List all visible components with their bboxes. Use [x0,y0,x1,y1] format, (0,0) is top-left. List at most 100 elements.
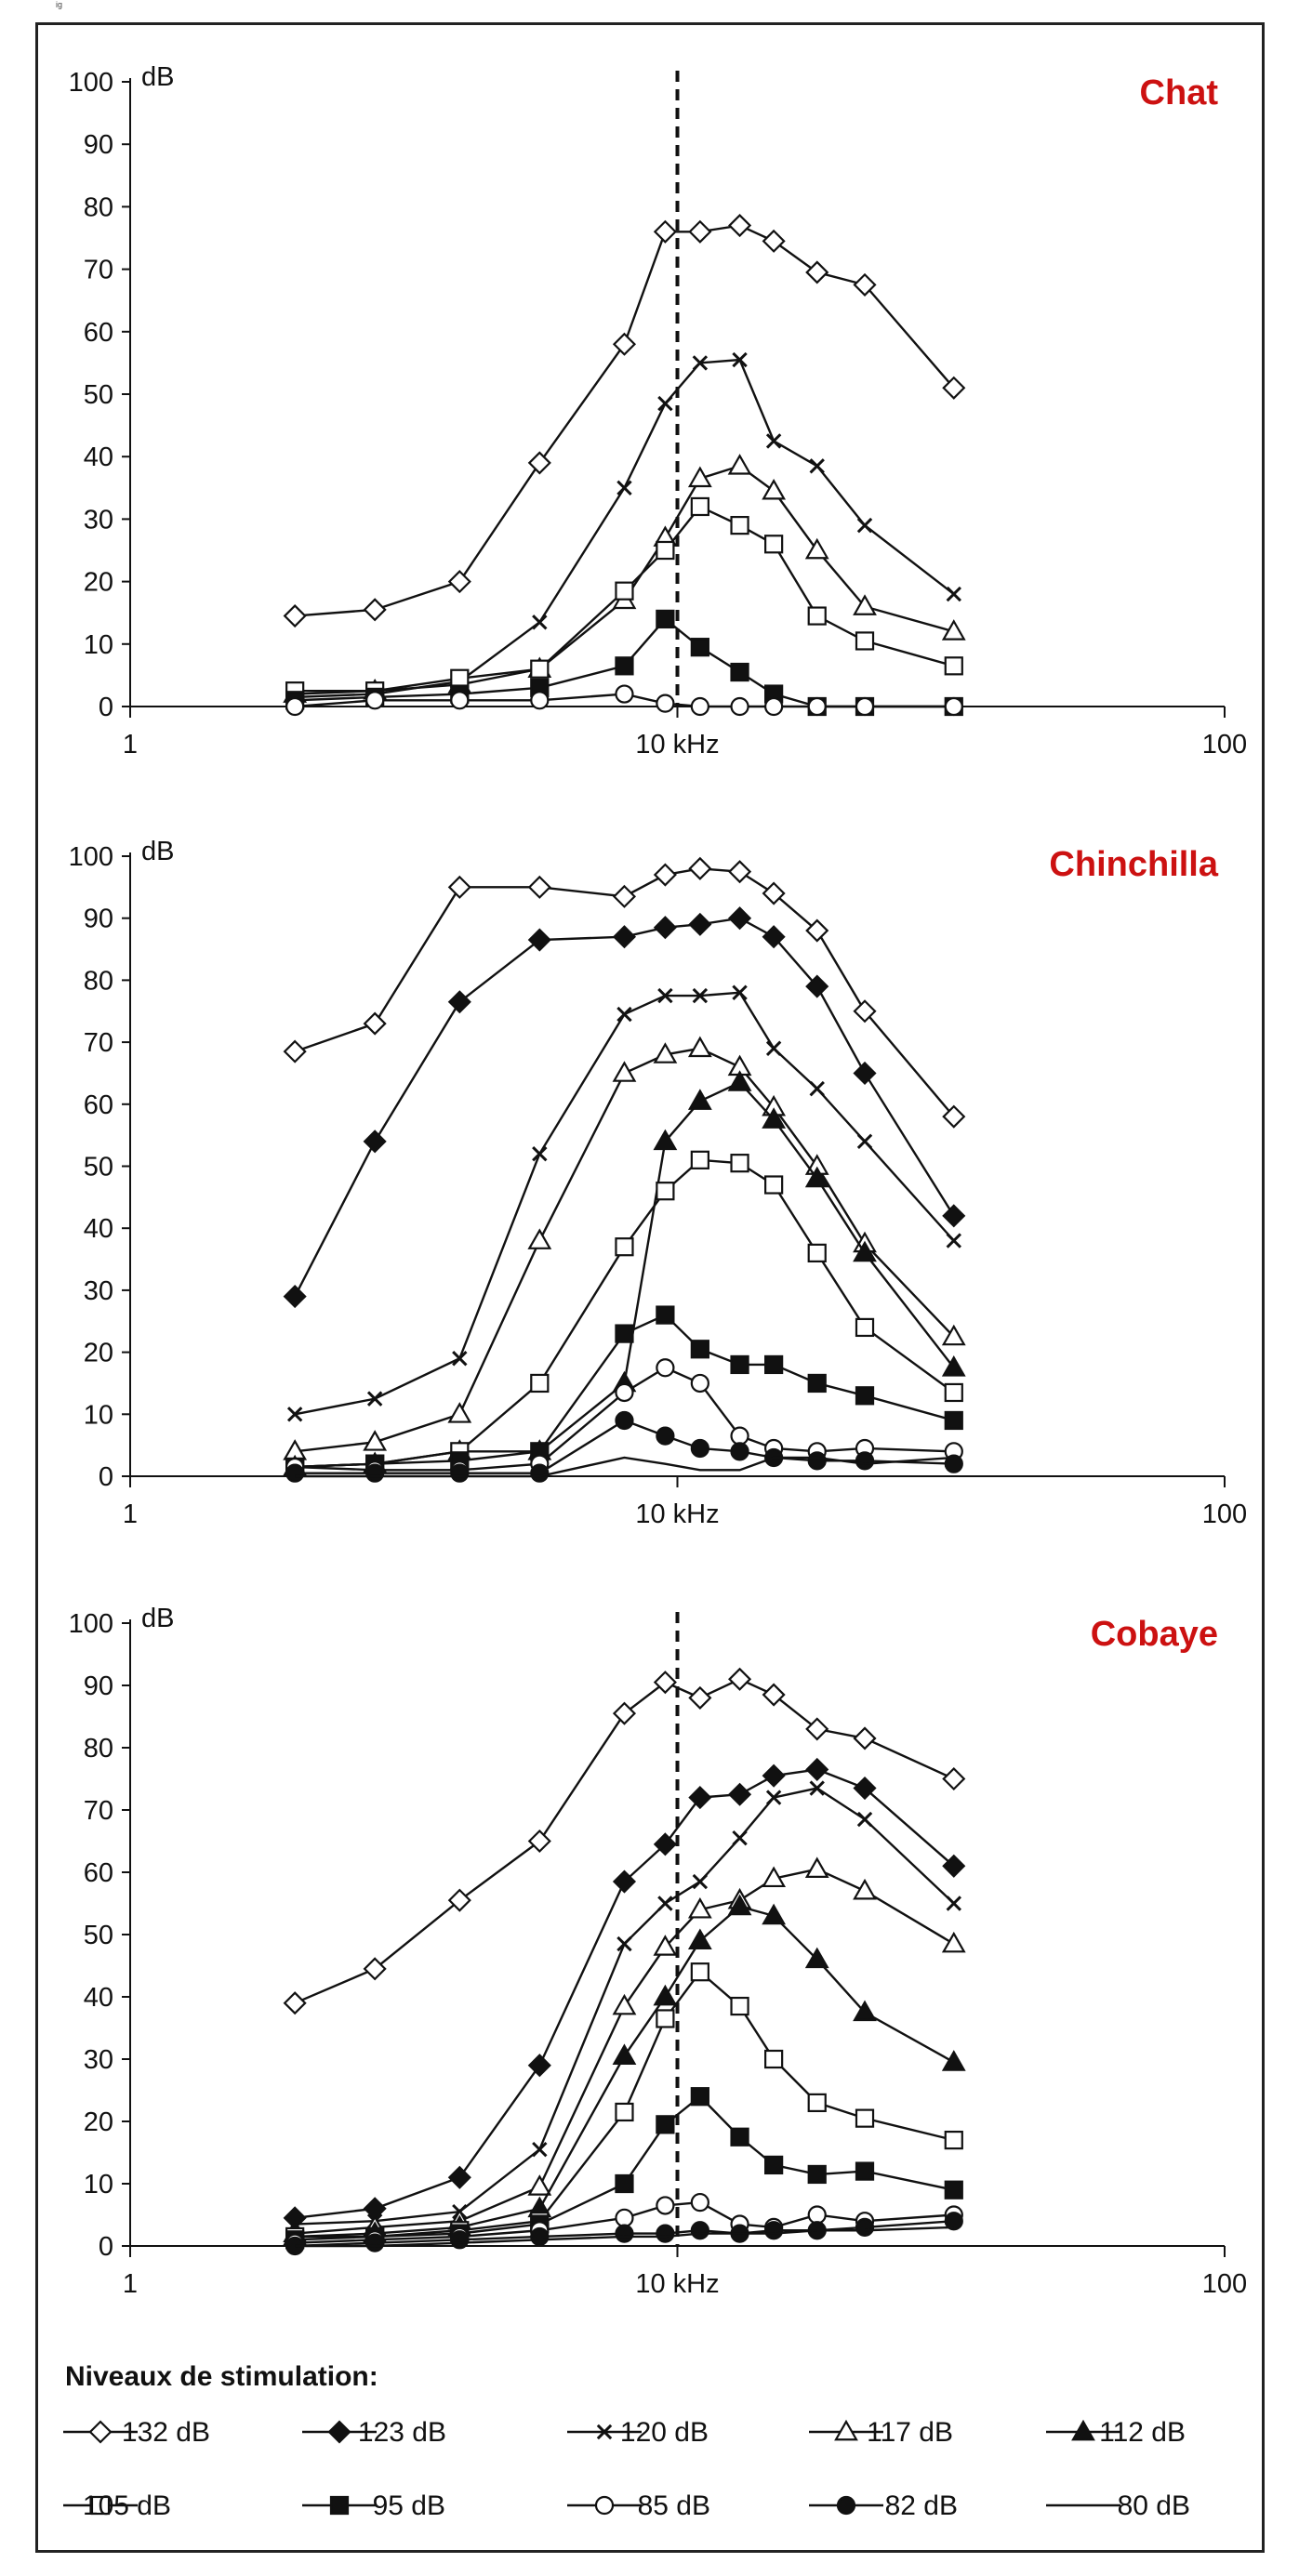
data-point [942,376,966,400]
data-point [615,656,634,676]
data-point [946,1896,961,1911]
data-point [727,1070,752,1091]
legend-label: 80 dB [1118,2490,1190,2521]
data-point [728,860,752,884]
data-point [807,696,827,717]
y-tick-label: 90 [84,1671,113,1701]
legend-title: Niveaux de stimulation: [65,2361,378,2392]
data-point [656,2224,675,2243]
data-point [690,2192,709,2213]
y-tick-label: 70 [84,256,113,285]
data-point [616,1006,632,1023]
data-point [690,496,709,517]
data-point [656,609,675,629]
series-line [295,1787,955,2226]
data-point [527,928,551,952]
x-tick-label: 1 [123,2269,138,2299]
data-point [805,260,829,284]
legend-item-120-db: 120 dB [567,2417,709,2448]
data-point [612,884,637,908]
data-point [942,1204,966,1228]
data-point [762,925,786,949]
data-point [615,2224,634,2243]
data-point [856,1811,873,1828]
data-point [765,1790,782,1805]
series-123-db [283,1757,966,2230]
data-point [612,925,637,949]
data-point [365,691,385,710]
data-point [942,1854,966,1878]
data-point [762,881,786,905]
data-point [447,1888,471,1912]
data-point [853,2000,877,2022]
data-point [532,1145,548,1162]
data-point [527,875,551,899]
data-point [656,2115,675,2134]
data-point [688,856,712,880]
data-point [728,1667,752,1691]
data-point [612,332,637,356]
data-point [688,1685,712,1710]
data-point [615,581,634,601]
data-point [657,987,673,1004]
data-point [653,219,677,244]
y-tick-label: 20 [84,568,113,598]
data-point [450,2230,470,2250]
series-117-db [283,1036,966,1460]
data-point [450,1463,470,1483]
series-85-db [285,684,963,717]
data-point [447,2165,471,2189]
data-point [285,1463,305,1483]
data-point [727,1894,752,1916]
series-120-db [286,984,961,1422]
data-point [656,2196,675,2215]
data-point [653,1984,678,2006]
data-point [853,999,877,1024]
series-line [295,2226,954,2248]
legend-label: 120 dB [620,2417,709,2448]
data-point [807,2164,827,2185]
legend-marker [88,2420,113,2444]
data-point [941,619,966,641]
legend-label: 82 dB [885,2490,958,2521]
legend-label: 123 dB [358,2417,446,2448]
data-point [363,598,387,622]
data-point [941,2050,966,2071]
y-tick-label: 20 [84,1339,113,1368]
data-point [365,1463,385,1483]
legend-label: 105 dB [83,2490,171,2521]
data-point [809,1780,825,1796]
legend-item-112-db: 112 dB [1046,2417,1186,2448]
data-point [657,1896,673,1911]
data-point [730,515,749,535]
data-point [809,458,825,474]
legend-item-82-db: 82 dB [809,2490,958,2521]
data-point [809,1080,825,1097]
series-82-db [285,1410,963,1483]
series-line [295,464,955,695]
data-point [283,1285,307,1309]
series-132-db [283,1667,966,2015]
legend-label: 95 dB [373,2490,445,2521]
legend-label: 85 dB [638,2490,710,2521]
figure-frame [35,22,1265,2553]
data-point [690,1340,709,1359]
data-point [807,1373,827,1394]
y-tick-label: 30 [84,2045,113,2075]
data-point [615,2173,634,2194]
data-point [615,2102,634,2122]
data-point [615,1324,634,1343]
data-point [365,2233,385,2252]
legend-item-117-db: 117 dB [809,2417,953,2448]
x-tick-label: 10 kHz [635,730,719,760]
data-point [944,1454,963,1473]
data-point [765,1040,782,1056]
data-point [762,229,786,253]
legend-marker [836,2495,856,2516]
data-point [688,1786,712,1810]
legend-item-123-db: 123 dB [302,2417,446,2448]
data-point [532,2141,548,2158]
data-point [853,1061,877,1086]
data-point [764,1354,784,1375]
